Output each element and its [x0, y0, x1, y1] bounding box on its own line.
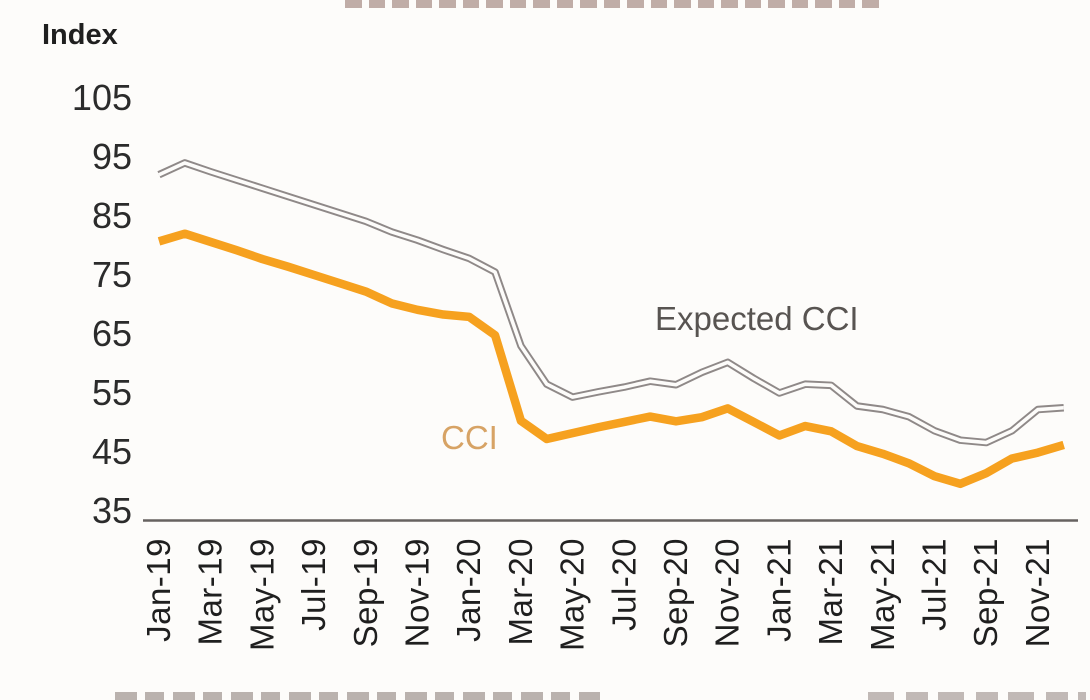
cropped-title-text-fragment	[345, 0, 882, 8]
y-tick-label: 75	[92, 254, 132, 295]
x-tick-label: Mar-20	[502, 538, 539, 646]
x-tick-label: May-19	[243, 538, 280, 651]
x-tick-label: Mar-21	[812, 538, 849, 646]
x-tick-label: Nov-20	[709, 538, 746, 647]
y-tick-label: 95	[92, 136, 132, 177]
x-tick-label: Nov-19	[399, 538, 436, 647]
cropped-footer-text-fragment-left	[115, 692, 600, 700]
expected-cci-line-inner-gap	[158, 161, 1064, 445]
y-tick-label: 55	[92, 372, 132, 413]
series-label-cci: CCI	[441, 419, 498, 456]
x-tick-label: Sep-21	[967, 538, 1004, 647]
cropped-footer-text-fragment-right	[868, 692, 1086, 700]
x-tick-label: Mar-19	[192, 538, 229, 646]
x-tick-label: May-21	[864, 538, 901, 651]
y-axis-unit-label: Index	[42, 19, 118, 51]
x-tick-label: Jan-20	[450, 538, 487, 642]
series-label-expected-cci: Expected CCI	[655, 300, 859, 337]
x-tick-label: Jan-19	[140, 538, 177, 642]
x-tick-label: Jul-20	[605, 538, 642, 631]
y-tick-label: 65	[92, 313, 132, 354]
cci-line	[157, 229, 1065, 489]
x-tick-label: Nov-21	[1019, 538, 1056, 647]
x-tick-label: Jul-19	[295, 538, 332, 631]
y-tick-label: 45	[92, 431, 132, 472]
y-tick-label: 85	[92, 195, 132, 236]
x-tick-label: May-20	[554, 538, 591, 651]
x-tick-label: Jan-21	[760, 538, 797, 642]
y-tick-label: 105	[72, 77, 132, 118]
y-tick-label: 35	[92, 490, 132, 531]
x-tick-label: Jul-21	[916, 538, 953, 631]
x-tick-label: Sep-20	[657, 538, 694, 647]
x-tick-label: Sep-19	[347, 538, 384, 647]
expected-cci-line-outer	[157, 159, 1065, 447]
